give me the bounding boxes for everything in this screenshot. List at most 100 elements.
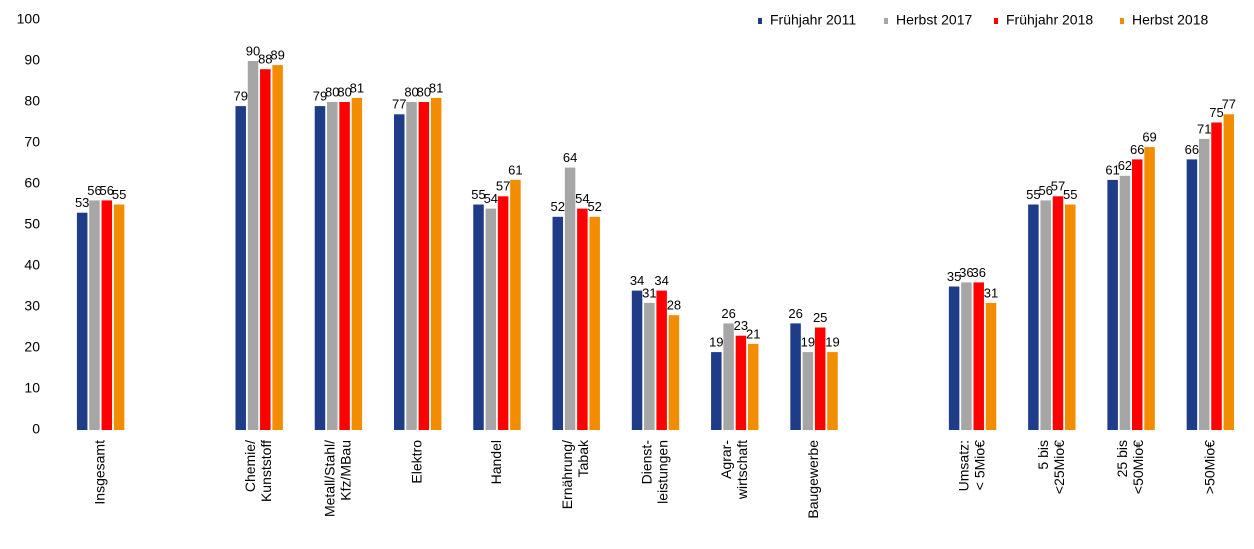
x-tick-label: >50Mio€ xyxy=(1201,440,1217,494)
x-tick-label: Metall/Stahl/Kfz/MBau xyxy=(321,440,353,517)
data-label: 19 xyxy=(709,335,723,350)
bar xyxy=(1052,196,1064,430)
bar xyxy=(430,97,442,431)
y-tick-label: 10 xyxy=(24,380,40,396)
bar xyxy=(247,61,259,430)
data-label: 31 xyxy=(642,285,656,300)
legend-label: Herbst 2018 xyxy=(1132,12,1208,28)
data-label: 80 xyxy=(325,84,339,99)
bar xyxy=(656,290,667,430)
bar xyxy=(113,204,125,430)
data-label: 34 xyxy=(630,273,644,288)
data-label: 75 xyxy=(1209,105,1223,120)
y-tick-label: 70 xyxy=(24,134,40,150)
bar xyxy=(1028,204,1039,430)
y-tick-label: 60 xyxy=(24,175,40,191)
bar xyxy=(510,179,521,430)
data-label: 19 xyxy=(801,335,815,350)
bar xyxy=(394,114,405,431)
data-label: 53 xyxy=(75,195,89,210)
bar xyxy=(314,106,326,430)
legend-marker xyxy=(994,18,998,24)
y-tick-label: 0 xyxy=(32,421,40,437)
data-label: 34 xyxy=(654,273,668,288)
data-label: 77 xyxy=(392,97,406,112)
y-tick-label: 20 xyxy=(24,339,40,355)
data-label: 57 xyxy=(1051,179,1065,194)
data-label: 55 xyxy=(112,187,126,202)
data-label: 28 xyxy=(667,298,681,313)
x-tick-label: Insgesamt xyxy=(91,440,107,505)
bar xyxy=(1144,147,1155,430)
y-tick-label: 80 xyxy=(24,93,40,109)
bar xyxy=(790,323,801,430)
legend-marker xyxy=(884,18,888,24)
data-label: 81 xyxy=(350,80,364,95)
bar xyxy=(735,335,747,430)
bar xyxy=(339,102,350,430)
data-label: 81 xyxy=(429,80,443,95)
data-label: 52 xyxy=(587,199,601,214)
y-tick-label: 30 xyxy=(24,298,40,314)
bar xyxy=(485,208,497,430)
data-label: 62 xyxy=(1118,158,1132,173)
bar xyxy=(711,352,722,430)
data-label: 55 xyxy=(1063,187,1077,202)
data-label: 57 xyxy=(496,179,510,194)
bar xyxy=(564,167,576,430)
x-tick-label: Agrar-wirtschaft xyxy=(717,440,749,500)
legend-marker xyxy=(758,18,762,24)
data-label: 35 xyxy=(947,269,961,284)
data-label: 55 xyxy=(1026,187,1040,202)
data-label: 21 xyxy=(746,326,760,341)
data-label: 80 xyxy=(404,84,418,99)
bar xyxy=(473,204,484,430)
bar xyxy=(497,196,509,430)
legend-label: Herbst 2017 xyxy=(896,12,972,28)
x-tick-label: Umsatz:< 5Mio€ xyxy=(955,440,987,492)
bar xyxy=(723,323,734,430)
data-label: 80 xyxy=(417,84,431,99)
bar xyxy=(577,208,588,430)
bar xyxy=(589,216,600,430)
x-tick-label: Handel xyxy=(488,440,504,484)
bar xyxy=(1065,204,1076,430)
data-label: 66 xyxy=(1130,142,1144,157)
y-tick-label: 90 xyxy=(24,52,40,68)
data-label: 90 xyxy=(246,43,260,58)
data-label: 23 xyxy=(734,318,748,333)
data-label: 52 xyxy=(551,199,565,214)
bar xyxy=(1119,175,1131,430)
x-tick-label: 25 bis<50Mio€ xyxy=(1114,440,1146,494)
bar xyxy=(973,282,984,430)
bar xyxy=(89,200,100,430)
x-tick-label: Elektro xyxy=(408,440,424,484)
data-label: 80 xyxy=(337,84,351,99)
bar xyxy=(1223,114,1235,431)
data-label: 56 xyxy=(100,183,114,198)
x-tick-label: Chemie/Kunststoff xyxy=(242,440,274,502)
data-label: 61 xyxy=(508,162,522,177)
bar xyxy=(827,352,838,430)
data-label: 36 xyxy=(971,265,985,280)
bar xyxy=(1211,122,1222,430)
y-tick-label: 50 xyxy=(24,216,40,232)
data-label: 19 xyxy=(825,335,839,350)
bar xyxy=(235,106,246,430)
data-label: 54 xyxy=(484,191,498,206)
data-label: 31 xyxy=(984,285,998,300)
data-label: 54 xyxy=(575,191,589,206)
data-label: 66 xyxy=(1185,142,1199,157)
bar xyxy=(101,200,113,430)
bar xyxy=(272,65,283,430)
bar xyxy=(1040,200,1051,430)
bar xyxy=(948,286,960,430)
bar xyxy=(1107,179,1118,430)
legend-marker xyxy=(1120,18,1124,24)
bar xyxy=(1132,159,1143,430)
bar xyxy=(668,315,680,430)
bar xyxy=(961,282,972,430)
bar xyxy=(631,290,643,430)
data-label: 69 xyxy=(1142,130,1156,145)
